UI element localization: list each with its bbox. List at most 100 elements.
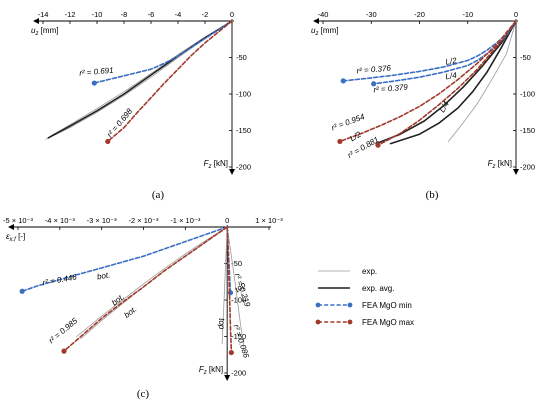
y-tick-label: -50 <box>231 259 242 268</box>
x-tick-label: -10 <box>462 10 473 19</box>
series-group <box>19 226 245 356</box>
series-line-fea-max <box>339 20 517 143</box>
annotation-label: bot. <box>122 305 138 320</box>
series-line-fea-max <box>107 20 233 143</box>
annotation-label: r² = 0.376 <box>356 64 392 76</box>
y-axis: -50 -100 -150 -200 <box>224 225 246 381</box>
y-tick-label: -200 <box>231 369 246 378</box>
x-tick-label: -20 <box>414 10 425 19</box>
series-line-exp <box>76 226 228 337</box>
legend-marker <box>315 302 321 308</box>
x-tick-label: -3 × 10⁻³ <box>87 216 118 225</box>
x-tick-label: 0 <box>230 10 234 19</box>
series-end-marker <box>371 81 377 87</box>
annotation-label: bot. <box>96 270 111 281</box>
x-axis-arrow-icon <box>8 224 14 230</box>
x-tick-label: -8 <box>121 10 128 19</box>
series-group <box>45 20 233 145</box>
x-tick-label: 1 × 10⁻³ <box>255 216 283 225</box>
y-tick-label: -50 <box>236 53 247 62</box>
x-tick-label: -4 × 10⁻³ <box>45 216 76 225</box>
series-line-exp-avg <box>389 20 517 145</box>
series-line-exp-avg <box>375 20 517 145</box>
annotation-label: L/2 <box>445 56 458 67</box>
annotation-label: r² = 0.985 <box>47 316 80 345</box>
series-end-marker <box>375 142 381 148</box>
y-axis-arrow-icon <box>513 169 519 175</box>
x-tick-label: -6 <box>148 10 155 19</box>
annotation-label: L/2 <box>348 130 363 144</box>
y-axis-arrow-icon <box>229 169 235 175</box>
annotation-label: r² = 0.691 <box>79 66 114 78</box>
series-end-marker <box>91 80 97 86</box>
x-tick-label: -14 <box>38 10 49 19</box>
y-axis-label: Fz [kN] <box>199 365 223 376</box>
series-end-marker <box>337 138 343 145</box>
legend-label: FEA MgO max <box>362 318 414 327</box>
y-axis: -50 -100 -150 -200 <box>513 19 535 175</box>
series-line-exp <box>80 226 228 340</box>
series-group <box>337 20 517 148</box>
legend: exp. exp. avg. FEA MgO min FEA MgO max <box>315 267 414 327</box>
x-axis-label: εx,f [-] <box>6 232 25 243</box>
y-tick-label: -150 <box>236 126 251 135</box>
y-axis-label: Fz [kN] <box>488 159 512 170</box>
series-end-marker <box>19 288 25 294</box>
y-tick-label: -200 <box>520 163 535 172</box>
x-axis: -5 × 10⁻³ -4 × 10⁻³ -3 × 10⁻³ -2 × 10⁻³ -1 ×… <box>3 216 283 230</box>
x-axis-arrow-icon <box>33 18 39 24</box>
y-axis-label: Fz [kN] <box>204 159 228 170</box>
series-line-exp <box>221 226 228 345</box>
x-tick-label: -40 <box>318 10 329 19</box>
x-tick-label: -2 × 10⁻³ <box>128 216 159 225</box>
x-tick-label: -1 × 10⁻³ <box>170 216 201 225</box>
annotation-label: top <box>217 318 226 330</box>
series-line-fea-max <box>377 20 517 146</box>
y-tick-label: -100 <box>236 90 251 99</box>
annotation-label: r² = 0.379 <box>373 83 409 95</box>
x-axis-arrow-icon <box>313 18 319 24</box>
y-axis-arrow-icon <box>224 375 231 381</box>
annotation-label: L/4 <box>438 99 452 114</box>
x-axis-label: uz [mm] <box>31 26 58 37</box>
x-tick-label: -2 <box>202 10 209 19</box>
annotation-label: r² = 0.698 <box>105 106 134 139</box>
legend-marker <box>347 319 353 325</box>
x-tick-label: -5 × 10⁻³ <box>3 216 34 225</box>
series-end-marker <box>228 349 234 356</box>
series-end-marker <box>340 78 346 84</box>
y-tick-label: -50 <box>520 53 531 62</box>
x-tick-label: 0 <box>225 216 229 225</box>
x-tick-label: -30 <box>366 10 377 19</box>
legend-label: FEA MgO min <box>362 301 412 310</box>
x-axis: -40 -30 -20 -10 0 <box>313 10 518 24</box>
annotation-label: bot. <box>110 292 126 307</box>
y-tick-label: -200 <box>236 163 251 172</box>
series-line-fea-min <box>93 20 233 84</box>
annotation-label: L/4 <box>445 70 458 81</box>
x-tick-label: -12 <box>65 10 76 19</box>
series-line-fea-min <box>21 226 228 293</box>
y-tick-label: -150 <box>231 332 246 341</box>
x-tick-label: 0 <box>514 10 518 19</box>
series-line-fea-max <box>226 226 233 354</box>
annotation-label: r² = 0.086 <box>232 323 251 359</box>
series-line-exp <box>447 20 517 142</box>
panel-c: -5 × 10⁻³ -4 × 10⁻³ -3 × 10⁻³ -2 × 10⁻³ -1 ×… <box>3 216 283 400</box>
series-line-exp <box>226 226 245 348</box>
panel-a: -14 -12 -10 -8 -6 -4 -2 0 -50 -100 -150 -200 uz [mm]… <box>31 10 251 201</box>
y-tick-label: -100 <box>231 296 246 305</box>
legend-marker <box>315 319 321 325</box>
panel-label: (c) <box>137 388 150 400</box>
panel-label: (b) <box>426 189 439 201</box>
y-axis: -50 -100 -150 -200 <box>229 19 251 175</box>
x-axis-label: uz [mm] <box>311 26 338 37</box>
x-tick-label: -4 <box>175 10 182 19</box>
legend-label: exp. <box>362 267 377 276</box>
series-end-marker <box>61 348 67 354</box>
annotation-label: r² = 0.446 <box>42 272 78 287</box>
series-end-marker <box>105 138 111 145</box>
y-tick-label: -100 <box>520 90 535 99</box>
